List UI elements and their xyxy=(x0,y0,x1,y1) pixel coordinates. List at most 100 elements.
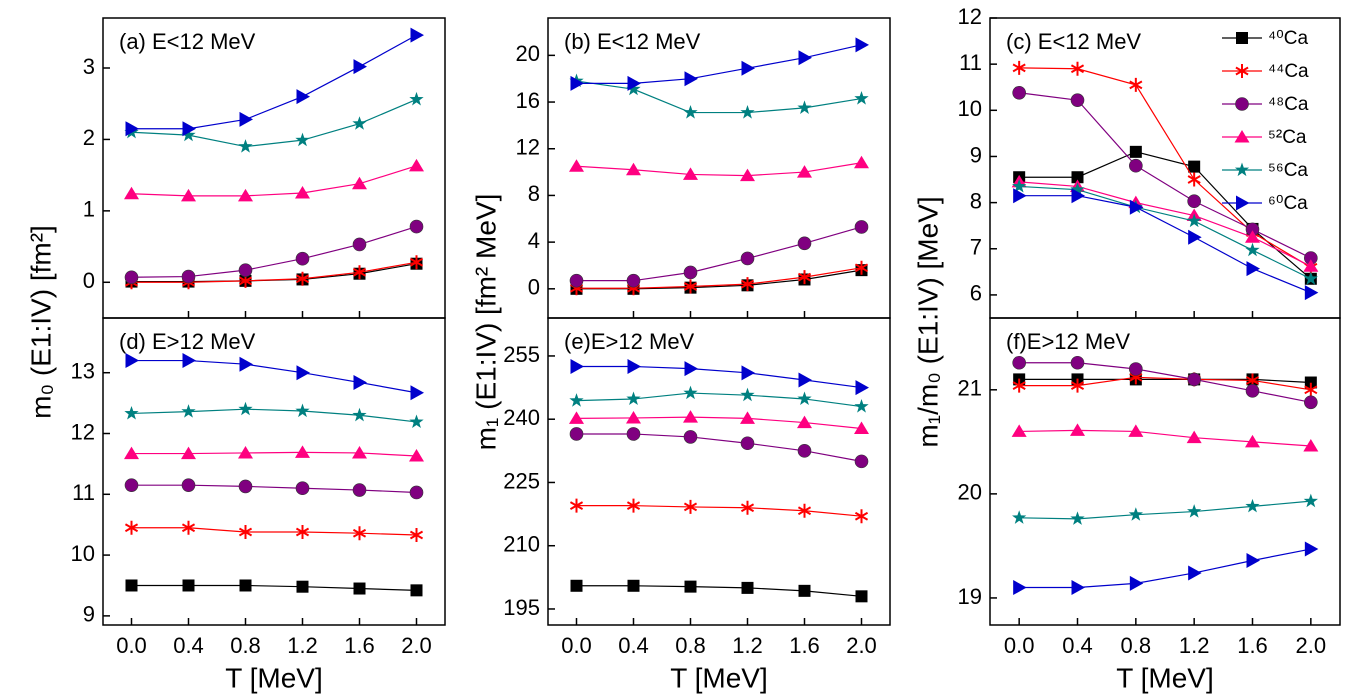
series-line xyxy=(1019,378,1311,384)
x-tick-label: 0.8 xyxy=(675,633,706,658)
marker xyxy=(626,273,641,288)
y-tick-label: 19 xyxy=(958,584,982,609)
x-tick-label: 2.0 xyxy=(846,633,877,658)
x-tick-label: 1.2 xyxy=(287,633,318,658)
marker xyxy=(854,421,869,434)
marker xyxy=(626,81,641,96)
marker xyxy=(1012,85,1026,100)
series-line xyxy=(1019,548,1311,589)
x-tick-label: 2.0 xyxy=(1296,633,1327,658)
series-line xyxy=(576,365,862,389)
y-axis-label: m₀ (E1:IV) [fm²] xyxy=(25,225,56,419)
marker xyxy=(1012,178,1027,193)
panel-frame xyxy=(102,317,446,626)
marker xyxy=(1304,541,1319,557)
marker xyxy=(238,139,253,153)
marker xyxy=(125,121,139,137)
marker xyxy=(797,444,812,458)
marker xyxy=(181,404,196,418)
marker xyxy=(684,361,698,377)
series-line xyxy=(1019,181,1312,267)
x-tick-label: 0.8 xyxy=(1121,633,1152,658)
marker xyxy=(1071,580,1085,596)
marker xyxy=(409,255,424,270)
marker xyxy=(1187,372,1201,387)
x-tick-label: 0.4 xyxy=(1062,633,1093,658)
marker xyxy=(1070,378,1085,393)
marker xyxy=(570,75,584,91)
marker xyxy=(854,454,869,469)
x-axis-label: T [MeV] xyxy=(670,662,768,693)
series-line xyxy=(1019,185,1312,280)
panel-label: (c) E<12 MeV xyxy=(1006,29,1141,54)
marker xyxy=(626,391,641,406)
marker xyxy=(296,89,310,105)
marker xyxy=(238,524,253,539)
series-line xyxy=(576,392,862,408)
y-tick-label: 9 xyxy=(970,142,982,167)
marker xyxy=(854,399,869,413)
marker xyxy=(1246,552,1260,568)
marker xyxy=(182,353,196,369)
marker xyxy=(1188,160,1201,173)
y-tick-label: 2 xyxy=(83,125,95,150)
y-tick-label: 12 xyxy=(71,419,95,444)
series-line xyxy=(131,527,417,536)
panel-frame xyxy=(102,17,446,319)
x-tick-label: 2.0 xyxy=(401,633,432,658)
marker xyxy=(239,579,252,592)
marker xyxy=(797,503,812,518)
marker xyxy=(124,520,139,535)
marker xyxy=(854,91,869,105)
marker xyxy=(1129,575,1144,591)
y-tick-label: 13 xyxy=(71,359,95,384)
marker xyxy=(1070,61,1085,76)
marker xyxy=(740,387,755,402)
legend-marker xyxy=(1234,162,1250,177)
marker xyxy=(1128,507,1143,521)
panel-label: (e)E>12 MeV xyxy=(564,329,695,354)
y-tick-label: 3 xyxy=(83,54,95,79)
marker xyxy=(124,270,139,285)
marker xyxy=(238,479,253,494)
marker xyxy=(410,27,424,43)
marker xyxy=(295,403,310,418)
y-tick-label: 12 xyxy=(516,135,540,160)
marker xyxy=(353,59,367,75)
panel-label: (b) E<12 MeV xyxy=(564,29,701,54)
legend-marker xyxy=(1236,195,1250,211)
series-line xyxy=(1019,92,1312,259)
marker xyxy=(181,188,196,202)
series-line xyxy=(576,505,862,517)
marker xyxy=(124,186,139,200)
marker xyxy=(352,483,367,497)
series-line xyxy=(131,408,417,423)
marker xyxy=(295,186,310,199)
x-tick-label: 1.2 xyxy=(1179,633,1210,658)
marker xyxy=(683,279,698,294)
legend-label: ⁴⁴Ca xyxy=(1268,61,1309,82)
marker xyxy=(1245,498,1260,513)
marker xyxy=(1129,199,1144,215)
y-tick-label: 11 xyxy=(959,50,982,75)
y-tick-label: 7 xyxy=(970,235,982,260)
marker xyxy=(684,580,697,593)
series-line xyxy=(576,226,862,282)
marker xyxy=(569,159,584,172)
y-tick-label: 12 xyxy=(958,4,982,29)
marker xyxy=(1070,182,1085,196)
marker xyxy=(1070,423,1085,436)
marker xyxy=(683,499,698,514)
marker xyxy=(627,579,640,592)
series-line xyxy=(1019,67,1312,268)
marker xyxy=(352,445,367,459)
x-axis-label: T [MeV] xyxy=(225,662,323,693)
marker xyxy=(124,405,139,420)
marker xyxy=(238,188,253,202)
marker xyxy=(1303,439,1319,452)
marker xyxy=(124,446,139,460)
marker xyxy=(409,448,424,462)
marker xyxy=(570,358,584,374)
marker xyxy=(683,167,698,180)
legend-marker xyxy=(1235,97,1249,111)
